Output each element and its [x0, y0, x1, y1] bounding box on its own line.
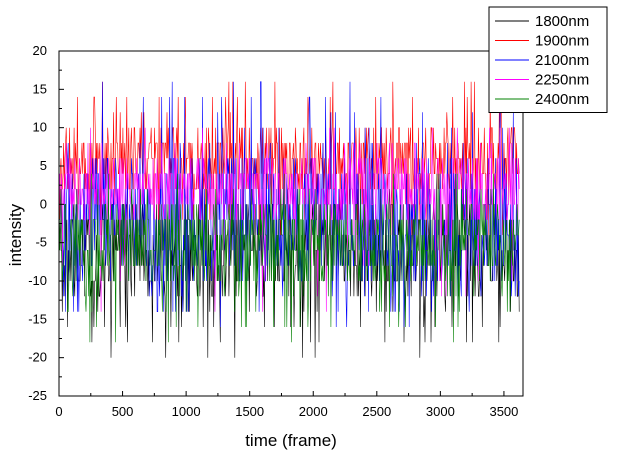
- y-tick-label: 20: [33, 43, 47, 58]
- y-axis-label: intensity: [6, 203, 25, 266]
- legend-label-2250nm: 2250nm: [535, 72, 589, 89]
- series-2400nm-line: [58, 173, 520, 343]
- y-tick-label: -5: [35, 235, 47, 250]
- y-tick-label: 0: [40, 196, 47, 211]
- x-tick-label: 2500: [362, 404, 391, 419]
- legend: 1800nm 1900nm 2100nm 2250nm 2400nm: [488, 6, 608, 113]
- x-tick-label: 1000: [172, 404, 201, 419]
- legend-label-1900nm: 1900nm: [535, 33, 589, 50]
- x-tick-label: 1500: [235, 404, 264, 419]
- y-tick-label: -20: [28, 350, 47, 365]
- y-tick-label: 15: [33, 81, 47, 96]
- y-tick-label: 10: [33, 120, 47, 135]
- legend-label-2400nm: 2400nm: [535, 91, 589, 108]
- legend-label-1800nm: 1800nm: [535, 13, 589, 30]
- series-2250nm-line: [58, 127, 520, 312]
- x-tick-label: 3000: [426, 404, 455, 419]
- x-tick-label: 3500: [489, 404, 518, 419]
- series-layer: [58, 81, 520, 358]
- x-tick-label: 2000: [299, 404, 328, 419]
- y-tick-label: -25: [28, 388, 47, 403]
- x-axis-label: time (frame): [245, 431, 337, 450]
- y-tick-label: 5: [40, 158, 47, 173]
- legend-label-2100nm: 2100nm: [535, 52, 589, 69]
- y-tick-label: -15: [28, 311, 47, 326]
- y-tick-label: -10: [28, 273, 47, 288]
- x-tick-label: 0: [55, 404, 62, 419]
- x-tick-label: 500: [112, 404, 134, 419]
- ticks-layer: 0 500 1000 1500 2000 2500 3000 3500 -25 -20 -15 -10…: [28, 43, 518, 419]
